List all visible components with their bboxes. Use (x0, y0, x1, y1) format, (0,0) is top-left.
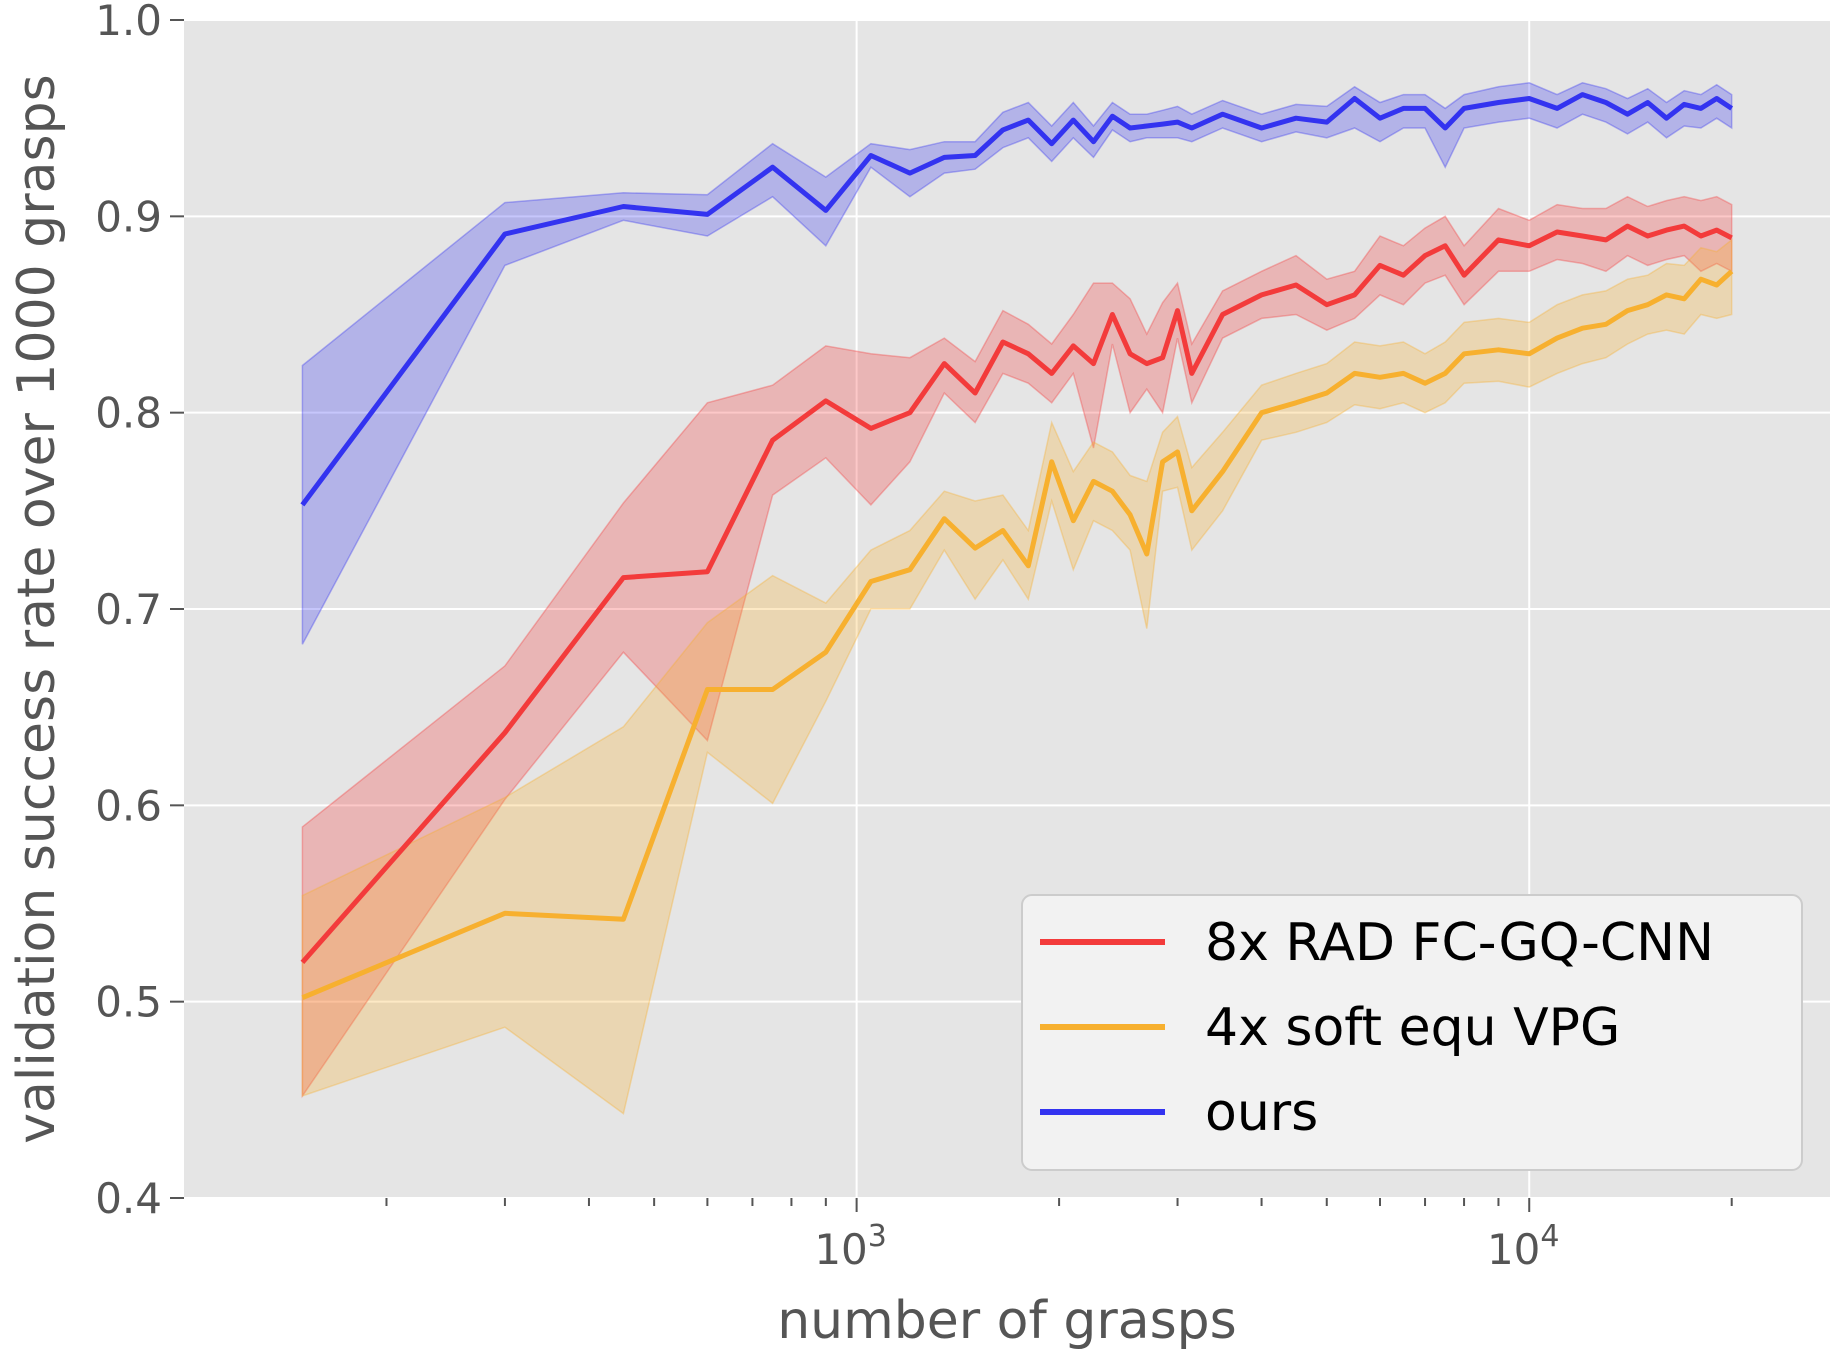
y-tick-label: 1.0 (95, 0, 162, 45)
y-tick-label: 0.6 (95, 781, 162, 830)
y-tick-label: 0.7 (95, 585, 162, 634)
legend-label-vpg: 4x soft equ VPG (1205, 998, 1620, 1058)
x-tick-label: 103 (814, 1219, 887, 1274)
series-line-1 (301, 269, 1734, 1001)
x-axis-label: number of grasps (777, 1291, 1237, 1350)
y-tick-label: 0.4 (95, 1174, 162, 1223)
confidence-band-1 (301, 238, 1733, 1115)
legend: 8x RAD FC-GQ-CNN 4x soft equ VPG ours (1021, 894, 1803, 1171)
series-lines (300, 92, 1734, 1001)
confidence-band-2 (301, 82, 1733, 645)
legend-box (1021, 894, 1803, 1171)
grid-lines (184, 19, 1830, 1199)
series-line-2 (300, 92, 1734, 507)
y-tick-label: 0.5 (95, 978, 162, 1027)
legend-label-rad: 8x RAD FC-GQ-CNN (1205, 913, 1714, 973)
axes: 0.4 0.5 0.6 0.7 0.8 0.9 1.0 103 104 (95, 0, 1733, 1274)
y-axis-label: validation success rate over 1000 grasps (7, 74, 67, 1143)
legend-label-ours: ours (1205, 1083, 1318, 1143)
x-tick-label: 104 (1487, 1219, 1560, 1274)
y-tick-label: 0.8 (95, 389, 162, 438)
y-tick-label: 0.9 (95, 192, 162, 241)
series-line-0 (300, 223, 1733, 965)
